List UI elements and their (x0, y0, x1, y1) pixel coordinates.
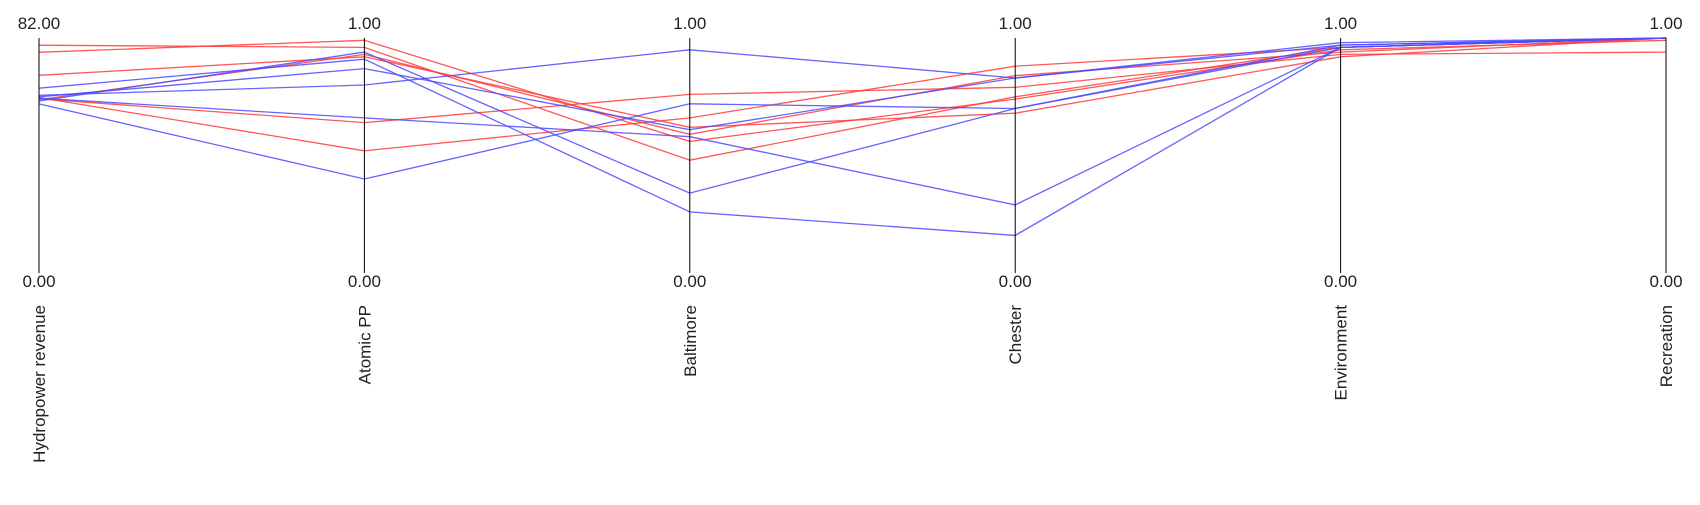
axis-min-tick-label: 0.00 (673, 272, 706, 291)
axis-max-tick-label: 1.00 (999, 14, 1032, 33)
axis-label: Baltimore (681, 305, 700, 377)
axes: 82.00 0.00 Hydropower revenue 1.00 0.00 Atomi… (18, 14, 1683, 463)
axis-label: Recreation (1657, 305, 1676, 387)
series-line-blue-8 (38, 37, 1667, 206)
axis-max-tick-label: 82.00 (18, 14, 61, 33)
series-lines (38, 37, 1667, 237)
series-line-blue-10 (38, 37, 1667, 180)
axis-label: Environment (1332, 305, 1351, 401)
axis-min-tick-label: 0.00 (1649, 272, 1682, 291)
axis-min-tick-label: 0.00 (999, 272, 1032, 291)
series-line-blue-11 (38, 37, 1667, 237)
axis-label: Hydropower revenue (30, 305, 49, 463)
axis-min-tick-label: 0.00 (1324, 272, 1357, 291)
axis-min-tick-label: 0.00 (22, 272, 55, 291)
series-line-red-6 (38, 37, 1667, 135)
series-line-blue-12 (38, 37, 1667, 131)
axis-max-tick-label: 1.00 (673, 14, 706, 33)
series-line-red-3 (38, 37, 1667, 128)
axis-label: Chester (1006, 305, 1025, 365)
series-line-red-4 (38, 37, 1667, 152)
axis-label: Atomic PP (355, 305, 374, 384)
series-line-red-2 (38, 37, 1667, 161)
axis-max-tick-label: 1.00 (1649, 14, 1682, 33)
series-line-red-5 (38, 51, 1667, 124)
axis-max-tick-label: 1.00 (1324, 14, 1357, 33)
axis-min-tick-label: 0.00 (348, 272, 381, 291)
axis-max-tick-label: 1.00 (348, 14, 381, 33)
series-line-blue-7 (38, 37, 1667, 96)
